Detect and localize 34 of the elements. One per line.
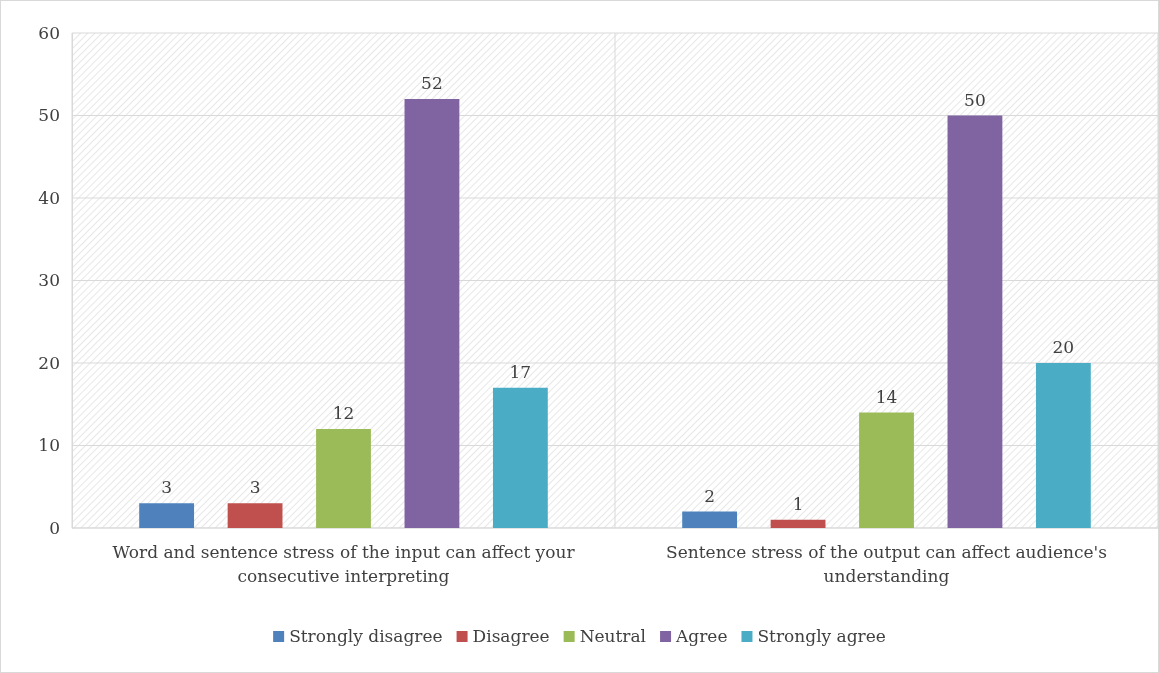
x-tick-label: Sentence stress of the output can affect audience's understanding xyxy=(666,542,1107,586)
data-label: 17 xyxy=(509,361,532,382)
bar xyxy=(770,519,826,528)
data-label: 52 xyxy=(421,73,443,93)
y-tick-label: 60 xyxy=(38,22,60,43)
data-label: 20 xyxy=(1052,337,1075,357)
y-tick-label: 30 xyxy=(38,270,60,291)
y-tick-label: 0 xyxy=(49,517,60,538)
data-label: 12 xyxy=(332,403,355,423)
legend-label: Strongly agree xyxy=(757,626,886,646)
y-tick-label: 10 xyxy=(38,435,60,456)
bar xyxy=(682,511,738,528)
bar xyxy=(859,412,914,528)
legend-label: Strongly disagree xyxy=(289,626,443,646)
bar xyxy=(947,115,1003,528)
legend-label: Agree xyxy=(675,626,728,646)
bar xyxy=(227,503,283,528)
x-tick-label: Word and sentence stress of the input can affect your consecutive interpreting xyxy=(112,542,576,586)
y-tick-label: 20 xyxy=(38,352,60,373)
bar xyxy=(316,429,371,528)
data-label: 2 xyxy=(704,485,716,506)
y-tick-label: 50 xyxy=(38,105,60,126)
y-tick-label: 40 xyxy=(38,187,60,208)
data-label: 3 xyxy=(249,477,261,498)
data-label: 3 xyxy=(161,477,173,498)
bar xyxy=(1035,363,1091,528)
legend-label: Disagree xyxy=(472,626,550,646)
bar xyxy=(404,99,460,528)
data-label: 1 xyxy=(792,493,804,514)
legend-label: Neutral xyxy=(579,626,647,646)
data-label: 14 xyxy=(875,386,898,407)
bar xyxy=(139,503,195,528)
bar xyxy=(492,387,548,528)
data-label: 50 xyxy=(964,89,986,110)
